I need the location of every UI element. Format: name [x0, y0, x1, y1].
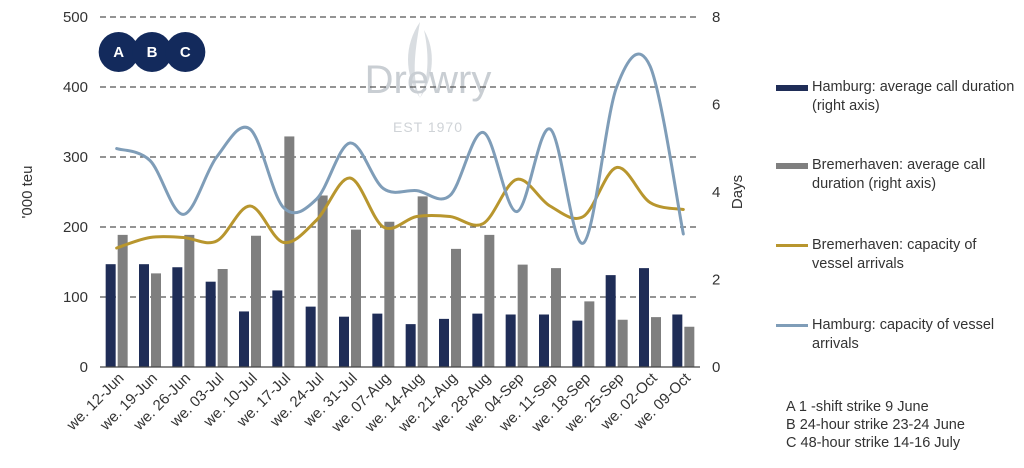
y2-tick-label: 0	[712, 359, 720, 376]
y-tick-label: 300	[63, 149, 88, 166]
note-c: C 48-hour strike 14-16 July	[786, 435, 961, 451]
strike-marker-a	[98, 32, 139, 72]
bar-bremerhaven-call	[584, 301, 595, 367]
bar-hamburg-call	[105, 264, 116, 367]
line-hamburg-capacity	[115, 52, 685, 245]
bar-hamburg-call	[539, 314, 549, 367]
bar-hamburg-call	[405, 324, 416, 367]
bar-bremerhaven-call	[551, 268, 561, 367]
strike-notes: A 1 -shift strike 9 June B 24-hour strik…	[786, 398, 965, 452]
bar-bremerhaven-call	[684, 326, 695, 367]
y2-tick-label: 8	[712, 9, 720, 26]
bar-hamburg-call	[205, 281, 216, 367]
bar-bremerhaven-call	[184, 234, 195, 367]
bar-bremerhaven-call	[284, 136, 295, 367]
y2-axis-title: Days	[729, 175, 746, 209]
bar-hamburg-call	[372, 313, 383, 367]
gridlines	[100, 16, 700, 298]
bar-series	[105, 136, 695, 367]
watermark-est: EST 1970	[393, 119, 463, 135]
legend-swatch	[776, 244, 808, 247]
note-b: B 24-hour strike 23-24 June	[786, 417, 965, 433]
legend-swatch	[776, 163, 808, 169]
bar-hamburg-call	[572, 320, 583, 367]
y-tick-label: 400	[63, 79, 88, 96]
bar-hamburg-call	[139, 264, 149, 367]
strike-markers: A B C	[98, 32, 206, 72]
bar-hamburg-call	[505, 314, 516, 367]
line-bremerhaven-capacity	[115, 166, 685, 250]
bar-hamburg-call	[239, 311, 249, 367]
y2-tick-label: 2	[712, 272, 720, 289]
bar-bremerhaven-call	[384, 221, 395, 367]
bar-bremerhaven-call	[117, 234, 128, 367]
note-a: A 1 -shift strike 9 June	[786, 399, 929, 415]
legend-swatch	[776, 85, 808, 91]
bar-hamburg-call	[272, 290, 283, 367]
legend-swatch	[776, 324, 808, 327]
strike-marker-label: B	[147, 44, 158, 61]
bar-bremerhaven-call	[517, 264, 528, 367]
bar-hamburg-call	[472, 313, 483, 367]
bar-bremerhaven-call	[451, 248, 461, 367]
strike-marker-label: C	[180, 44, 191, 61]
strike-marker-b	[132, 32, 172, 72]
bar-bremerhaven-call	[617, 319, 628, 367]
bar-hamburg-call	[339, 316, 349, 367]
line-series	[115, 52, 685, 250]
legend-label: Hamburg: capacity of vessel arrivals	[812, 317, 995, 352]
bar-bremerhaven-call	[151, 273, 161, 367]
bar-bremerhaven-call	[651, 317, 661, 367]
y-tick-label: 500	[63, 9, 88, 26]
y-axis-title: '000 teu	[19, 166, 36, 219]
y-tick-label: 200	[63, 219, 88, 236]
drewry-flame-logo	[408, 22, 432, 98]
y-tick-label: 100	[63, 289, 88, 306]
legend-label: Bremerhaven: average call duration (righ…	[812, 157, 986, 192]
strike-marker-label: A	[113, 44, 124, 61]
bar-hamburg-call	[639, 268, 649, 367]
bar-bremerhaven-call	[317, 195, 328, 367]
legend-label: Hamburg: average call duration (right ax…	[812, 79, 1015, 114]
bar-bremerhaven-call	[417, 196, 428, 367]
bar-hamburg-call	[172, 267, 183, 367]
bar-bremerhaven-call	[484, 234, 495, 367]
bar-bremerhaven-call	[351, 229, 361, 367]
bar-hamburg-call	[605, 275, 616, 367]
y2-tick-label: 6	[712, 97, 720, 114]
legend-label: Bremerhaven: capacity of vessel arrivals	[812, 237, 977, 272]
y-tick-label: 0	[80, 359, 88, 376]
bar-hamburg-call	[672, 314, 683, 367]
drewry-watermark: Drewry EST 1970	[365, 22, 492, 135]
bar-hamburg-call	[439, 318, 449, 367]
watermark-name: Drewry	[365, 58, 492, 102]
strike-marker-c	[165, 32, 206, 72]
y2-tick-label: 4	[712, 184, 720, 201]
bar-bremerhaven-call	[217, 269, 228, 367]
bar-hamburg-call	[305, 306, 316, 367]
bar-bremerhaven-call	[251, 235, 261, 367]
